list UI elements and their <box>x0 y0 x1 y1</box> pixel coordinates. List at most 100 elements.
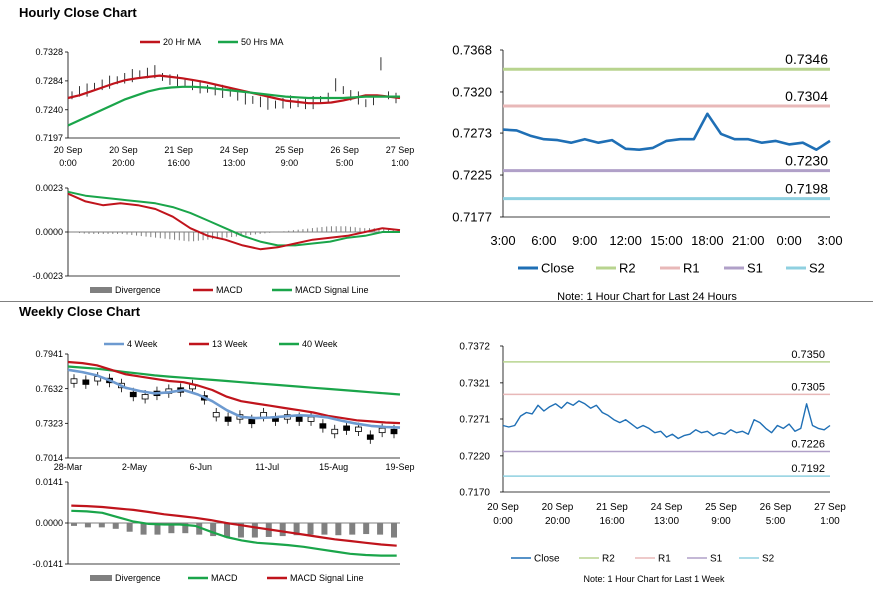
week-level-r2-label: 0.7350 <box>791 349 825 361</box>
weekly-divergence-bar <box>377 523 384 535</box>
hourly-x-tick-label-date: 25 Sep <box>275 145 304 155</box>
week-x-tick-label-time: 0:00 <box>493 516 513 527</box>
week-x-tick-label-date: 25 Sep <box>705 502 737 513</box>
weekly-macd-y-tick-label: 0.0000 <box>35 518 63 528</box>
week-x-tick-label-time: 20:00 <box>545 516 570 527</box>
weekly-candle-body <box>295 416 303 422</box>
weekly-divergence-bar <box>224 523 231 538</box>
weekly-divergence-bar <box>140 523 147 535</box>
week-x-tick-label-time: 5:00 <box>766 516 786 527</box>
weekly-divergence-bar <box>293 523 300 536</box>
hourly-price-y-tick-label: 0.7240 <box>35 105 63 115</box>
weekly-candle-body <box>224 416 232 422</box>
hourly-ma20-line <box>67 74 401 105</box>
hourly-macd-y-tick-label: -0.0023 <box>32 271 63 281</box>
day-x-tick-label: 3:00 <box>817 233 842 248</box>
weekly-divergence-bar <box>391 523 397 538</box>
weekly-divergence-bar <box>210 523 217 537</box>
weekly-divergence-bar <box>237 523 244 538</box>
weekly-divergence-bar <box>112 523 119 529</box>
weekly-divergence-bar <box>321 523 328 535</box>
day-close-y-tick-label: 0.7368 <box>452 43 492 58</box>
day-close-legend-label: Close <box>541 261 574 276</box>
day-level-s2-label: 0.7198 <box>785 181 828 197</box>
weekly-candle-body <box>378 427 386 434</box>
day-s2-legend-label: S2 <box>809 261 825 276</box>
day-x-tick-label: 0:00 <box>776 233 801 248</box>
weekly-candle-body <box>82 379 90 385</box>
week-level-s1-label: 0.7226 <box>791 439 825 451</box>
week-close-legend-label: Close <box>534 554 560 565</box>
hourly-x-tick-label-date: 26 Sep <box>330 145 359 155</box>
week-close-line <box>502 400 831 440</box>
hourly-price-y-tick-label: 0.7328 <box>35 47 63 57</box>
week-x-tick-label-date: 26 Sep <box>760 502 792 513</box>
hourly-x-tick-label-time: 13:00 <box>223 158 246 168</box>
week-s1-legend-label: S1 <box>710 554 723 565</box>
day-close-line <box>502 112 831 151</box>
day-x-tick-label: 6:00 <box>531 233 556 248</box>
weekly-candle-body <box>307 416 315 422</box>
weekly-macd-signal-line <box>71 504 397 547</box>
weekly-macd-legend-label: MACD <box>211 573 238 583</box>
week-chart-note: Note: 1 Hour Chart for Last 1 Week <box>584 574 725 584</box>
day-s1-legend-label: S1 <box>747 261 763 276</box>
day-level-r1-label: 0.7304 <box>785 88 828 104</box>
day-x-tick-label: 9:00 <box>572 233 597 248</box>
hourly-divergence-legend-swatch <box>90 287 112 293</box>
weekly-candle-body <box>70 378 78 384</box>
weekly-candle-body <box>390 428 398 435</box>
hourly-x-tick-label-date: 21 Sep <box>164 145 193 155</box>
week-close-y-tick-label: 0.7220 <box>459 451 490 462</box>
weekly-price-y-tick-label: 0.7323 <box>35 418 63 428</box>
weekly-x-tick-label: 2-May <box>122 462 148 472</box>
weekly-price-y-tick-label: 0.7632 <box>35 384 63 394</box>
weekly-macd-line <box>71 509 397 557</box>
hourly-macd-signal-legend-label: MACD Signal Line <box>295 285 369 295</box>
hourly-divergence-legend-label: Divergence <box>115 285 161 295</box>
hourly-x-tick-label-time: 5:00 <box>336 158 354 168</box>
weekly-divergence-bar <box>251 523 258 538</box>
day-r2-legend-label: R2 <box>619 261 636 276</box>
day-chart-note: Note: 1 Hour Chart for Last 24 Hours <box>557 291 737 303</box>
weekly-candle-body <box>319 423 327 429</box>
weekly-candle-body <box>248 418 256 425</box>
weekly-divergence-bar <box>363 523 370 535</box>
day-x-tick-label: 12:00 <box>609 233 642 248</box>
week-level-r1-label: 0.7305 <box>791 381 825 393</box>
hourly-ma50-line <box>67 85 400 127</box>
weekly-13wk-legend-label: 13 Week <box>212 339 248 349</box>
weekly-price-y-tick-label: 0.7941 <box>35 349 63 359</box>
hourly-section-title: Hourly Close Chart <box>19 5 137 20</box>
weekly-macd-y-tick-label: 0.0141 <box>35 477 63 487</box>
day-x-tick-label: 3:00 <box>490 233 515 248</box>
hourly-x-tick-label-time: 1:00 <box>391 158 409 168</box>
weekly-candle-body <box>212 412 220 418</box>
day-close-y-tick-label: 0.7177 <box>452 210 492 225</box>
day-close-y-tick-label: 0.7273 <box>452 126 492 141</box>
week-x-tick-label-time: 9:00 <box>711 516 731 527</box>
hourly-x-tick-label-time: 9:00 <box>281 158 299 168</box>
hourly-price-y-tick-label: 0.7284 <box>35 76 63 86</box>
hourly-x-tick-label-time: 20:00 <box>112 158 135 168</box>
hourly-macd-signal-line <box>67 190 400 247</box>
hourly-price-y-tick-label: 0.7197 <box>35 133 63 143</box>
day-level-s1-label: 0.7230 <box>785 153 828 169</box>
hourly-x-tick-label-date: 20 Sep <box>54 145 83 155</box>
week-x-tick-label-date: 24 Sep <box>651 502 683 513</box>
week-x-tick-label-date: 20 Sep <box>487 502 519 513</box>
weekly-price-y-tick-label: 0.7014 <box>35 453 63 463</box>
weekly-40wk-line <box>67 365 401 396</box>
weekly-13wk-line <box>67 360 401 425</box>
weekly-x-tick-label: 28-Mar <box>54 462 83 472</box>
hourly-macd-legend-label: MACD <box>216 285 243 295</box>
weekly-divergence-legend-label: Divergence <box>115 573 161 583</box>
day-level-r2-label: 0.7346 <box>785 51 828 67</box>
week-close-y-tick-label: 0.7170 <box>459 488 490 499</box>
day-r1-legend-label: R1 <box>683 261 700 276</box>
weekly-divergence-bar <box>307 523 314 535</box>
weekly-divergence-bar <box>196 523 203 535</box>
week-x-tick-label-date: 20 Sep <box>542 502 574 513</box>
weekly-divergence-bar <box>126 523 133 532</box>
